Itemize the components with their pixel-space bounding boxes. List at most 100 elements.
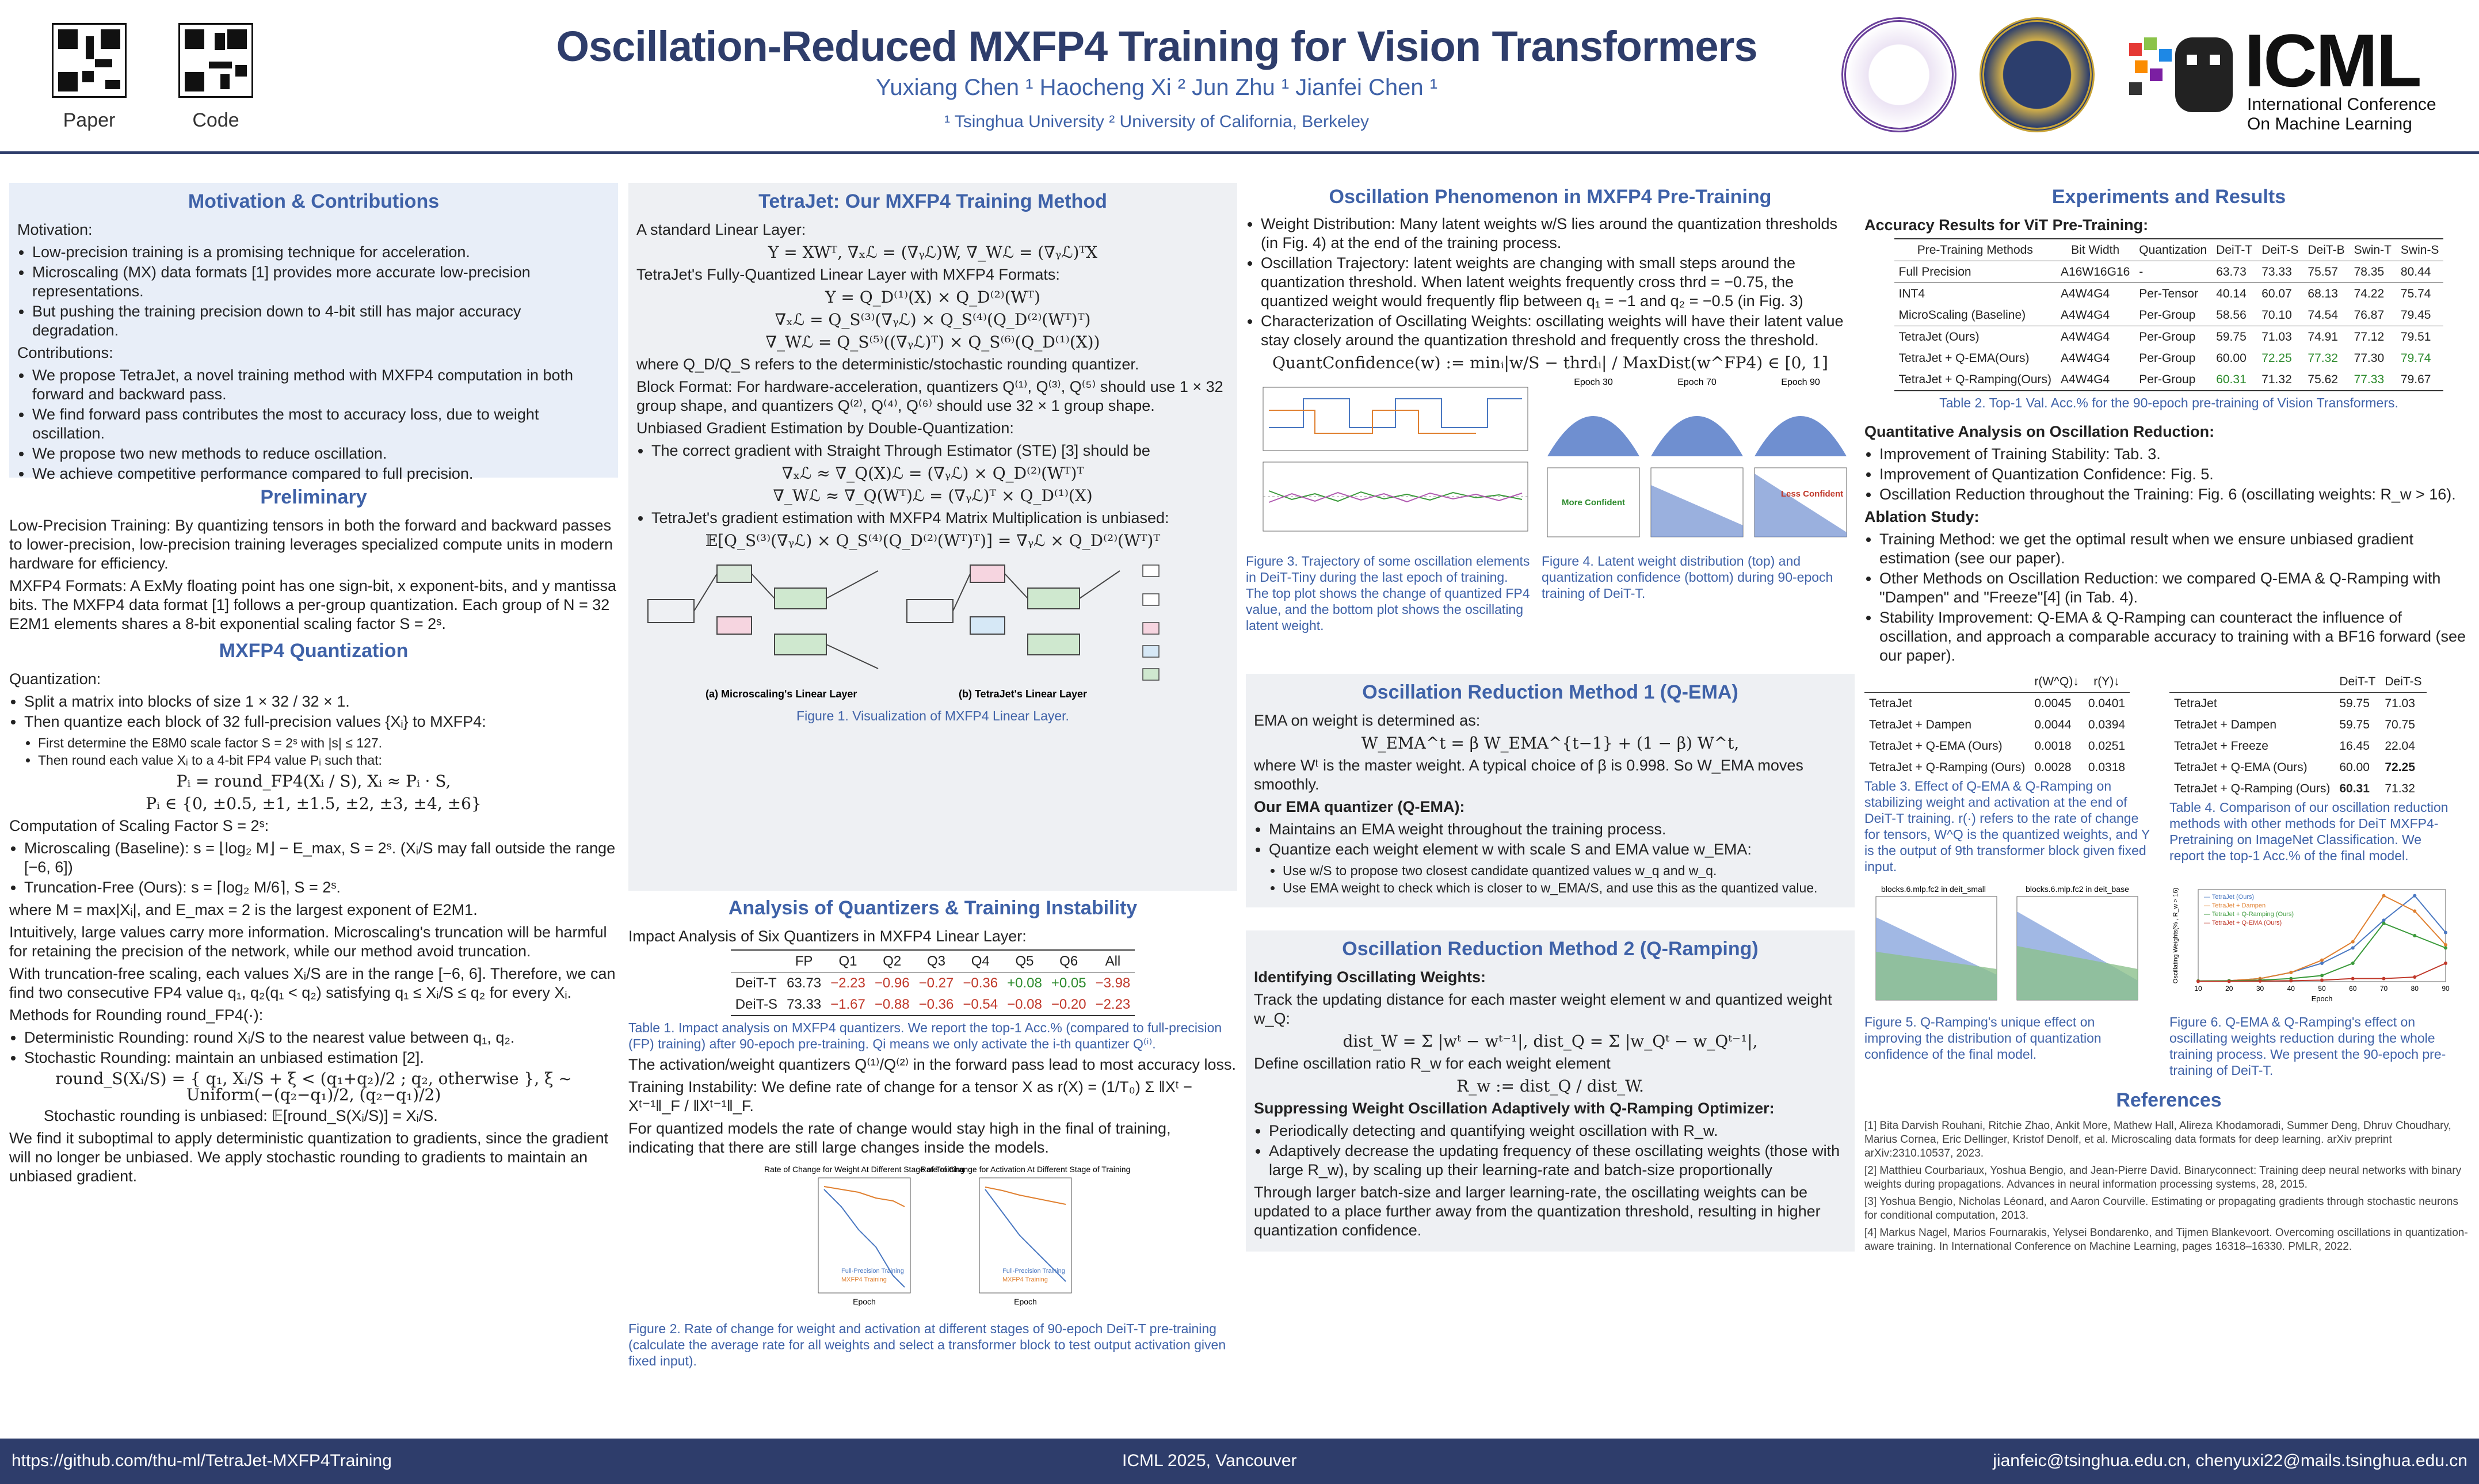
poster-title: Oscillation-Reduced MXFP4 Training for V… — [556, 22, 1757, 70]
table-cell: DeiT-T — [735, 975, 777, 991]
fig4-distribution-1 — [1547, 416, 1639, 456]
affiliation-list: ¹ Tsinghua University ² University of Ca… — [944, 112, 1370, 131]
fig6-x-tick: 80 — [2411, 985, 2419, 993]
table-cell: −2.23 — [830, 975, 865, 991]
table-cell: 60.31 — [2339, 782, 2370, 795]
icml-logo-icon — [2129, 37, 2233, 112]
fig4-epoch-label: Epoch 70 — [1677, 377, 1717, 387]
table-cell: −0.36 — [963, 975, 998, 991]
mxfp4-quantization-title: MXFP4 Quantization — [219, 640, 409, 662]
paper-qr-code[interactable] — [52, 23, 127, 98]
author-list: Yuxiang Chen ¹ Haocheng Xi ² Jun Zhu ¹ J… — [875, 75, 1438, 100]
references-section: References [1] Bita Darvish Rouhani, Rit… — [1864, 1086, 2473, 1254]
list-item: Then quantize each block of 32 full-prec… — [24, 712, 618, 731]
fig2-activation-legend-fp: Full-Precision Training — [1002, 1268, 1065, 1275]
fig2-activation-chart: Rate of Change for Activation At Differe… — [921, 1165, 1131, 1306]
legend-swatch — [1142, 645, 1160, 658]
table-header: DeiT-T — [2339, 675, 2376, 688]
fig3-latent-line — [1268, 490, 1523, 502]
table-cell: 76.87 — [2354, 308, 2385, 322]
table-cell: 73.33 — [2261, 265, 2292, 279]
code-qr-code[interactable] — [178, 23, 253, 98]
table-2: Pre-Training Methods Bit Width Quantizatio… — [1894, 238, 2444, 391]
table-header-row: DeiT-T DeiT-S — [2169, 671, 2427, 693]
table-header: r(Y)↓ — [2093, 675, 2120, 688]
list-item: Improvement of Quantization Confidence: … — [1879, 465, 2473, 484]
github-link[interactable]: https://github.com/thu-ml/TetraJet-MXFP4… — [12, 1451, 392, 1470]
figure-2-charts: Rate of Change for Weight At Different S… — [764, 1165, 1131, 1306]
quantization-heading: Quantization: — [9, 670, 101, 688]
fig3-quantized-line — [1269, 410, 1476, 434]
table-cell: TetraJet + Freeze — [2174, 739, 2268, 753]
table-header: DeiT-S — [2385, 675, 2422, 688]
fig6-x-tick: 10 — [2194, 985, 2202, 993]
figure-3: Figure 3. Trajectory of some oscillation… — [1246, 376, 1534, 634]
fig6-point — [2351, 946, 2355, 950]
fig5-ramping-hist — [1876, 952, 1997, 1000]
fig2-weight-legend-mxfp4: MXFP4 Training — [841, 1276, 887, 1283]
mxfp4-quantization-section: MXFP4 Quantization Quantization: Split a… — [9, 637, 618, 1186]
table-header: Q6 — [1059, 953, 1078, 969]
fig3-latent-line — [1268, 491, 1523, 503]
method-2-paragraph-1: Track the updating distance for each mas… — [1254, 991, 1832, 1027]
table-row: MicroScaling (Baseline) A4W4G4 Per-Group 58… — [1894, 304, 2444, 326]
model-weights-box — [647, 599, 695, 623]
fig6-point — [2413, 894, 2417, 898]
tetrajet-section: TetraJet: Our MXFP4 Training Method A st… — [628, 183, 1237, 891]
diagram-a — [647, 564, 879, 669]
table-header: Q5 — [1015, 953, 1034, 969]
fig6-series-line — [2198, 922, 2446, 982]
instability-paragraph: Training Instability: We define rate of … — [628, 1078, 1192, 1115]
table-row: TetraJet + Q-Ramping(Ours) A4W4G4 Per-Grou… — [1894, 369, 2444, 391]
fig6-point — [2413, 909, 2417, 913]
legend-swatch — [1142, 668, 1160, 681]
table-row: TetraJet + Q-Ramping (Ours) 60.31 71.32 — [2169, 778, 2427, 799]
table-row: TetraJet + Q-EMA (Ours) 60.00 72.25 — [2169, 757, 2427, 778]
fig6-point — [2444, 946, 2447, 950]
table-cell: Per-Group — [2139, 308, 2196, 322]
list-item: Improvement of Training Stability: Tab. … — [1879, 445, 2473, 464]
fig6-x-tick: 50 — [2318, 985, 2326, 993]
fig6-x-tick: 20 — [2225, 985, 2233, 993]
table-3-caption: Table 3. Effect of Q-EMA & Q-Ramping on … — [1864, 779, 2150, 874]
table-header: Q2 — [883, 953, 902, 969]
table-cell: TetraJet + Q-EMA (Ours) — [2174, 761, 2308, 774]
figures-5-6-row: blocks.6.mlp.fc2 in deit_small blocks.6.… — [1864, 883, 2473, 1078]
scaling-heading: Computation of Scaling Factor S = 2ˢ: — [9, 817, 269, 834]
preliminary-title: Preliminary — [260, 486, 367, 508]
fig6-point — [2444, 962, 2447, 965]
analysis-section: Analysis of Quantizers & Training Instab… — [628, 891, 1237, 1369]
column-2: TetraJet: Our MXFP4 Training Method A st… — [628, 183, 1237, 1369]
fig6-legend-entry: — TetraJet (Ours) — [2204, 894, 2254, 901]
table-cell: 0.0251 — [2088, 739, 2126, 753]
method-2-title: Oscillation Reduction Method 2 (Q-Rampin… — [1342, 938, 1759, 960]
references-title: References — [2116, 1089, 2222, 1111]
fig2-activation-frame — [979, 1177, 1072, 1294]
table-cell: 63.73 — [2216, 265, 2247, 279]
ste-equation-2: ∇_Wℒ ≈ ∇_Q(Wᵀ)ℒ = (∇ᵧℒ)ᵀ × Q_D⁽¹⁾(X) — [773, 486, 1093, 505]
table-cell: A4W4G4 — [2061, 373, 2110, 386]
table-cell: 0.0045 — [2034, 697, 2072, 710]
figure-6-caption: Figure 6. Q-EMA & Q-Ramping's effect on … — [2169, 1014, 2446, 1078]
paper-qr-label: Paper — [63, 109, 116, 131]
fig6-legend-entry: — TetraJet + Q-EMA (Ours) — [2204, 920, 2282, 926]
fig6-point — [2351, 976, 2355, 981]
table-cell: −2.23 — [1095, 997, 1131, 1012]
table-cell: TetraJet (Ours) — [1898, 330, 1980, 344]
table-row: TetraJet (Ours) A4W4G4 Per-Group 59.75 71.03… — [1894, 326, 2444, 348]
table-cell: 71.03 — [2261, 330, 2292, 344]
fig6-legend-entry: — TetraJet + Q-Ramping (Ours) — [2204, 911, 2294, 918]
ablation-heading: Ablation Study: — [1864, 508, 1980, 525]
table-header: Swin-S — [2400, 243, 2439, 257]
method-1-heading: Our EMA quantizer (Q-EMA): — [1254, 798, 1465, 815]
table-cell: 16.45 — [2339, 739, 2370, 753]
method-2-paragraph-2: Define oscillation ratio R_w for each we… — [1254, 1055, 1611, 1072]
table-row: DeiT-T 63.73 −2.23 −0.96 −0.27 −0.36 +0.08 +0.0… — [731, 972, 1135, 994]
contact-emails[interactable]: jianfeic@tsinghua.edu.cn, chenyuxi22@mai… — [1993, 1451, 2467, 1470]
table-cell: 72.25 — [2261, 352, 2292, 365]
list-item: Microscaling (MX) data formats [1] provi… — [32, 263, 610, 301]
fq-heading: TetraJet's Fully-Quantized Linear Layer … — [636, 266, 1060, 283]
fig6-point — [2196, 979, 2200, 983]
table-cell: 75.57 — [2308, 265, 2338, 279]
list-item: Quantize each weight element w with scal… — [1269, 840, 1847, 859]
